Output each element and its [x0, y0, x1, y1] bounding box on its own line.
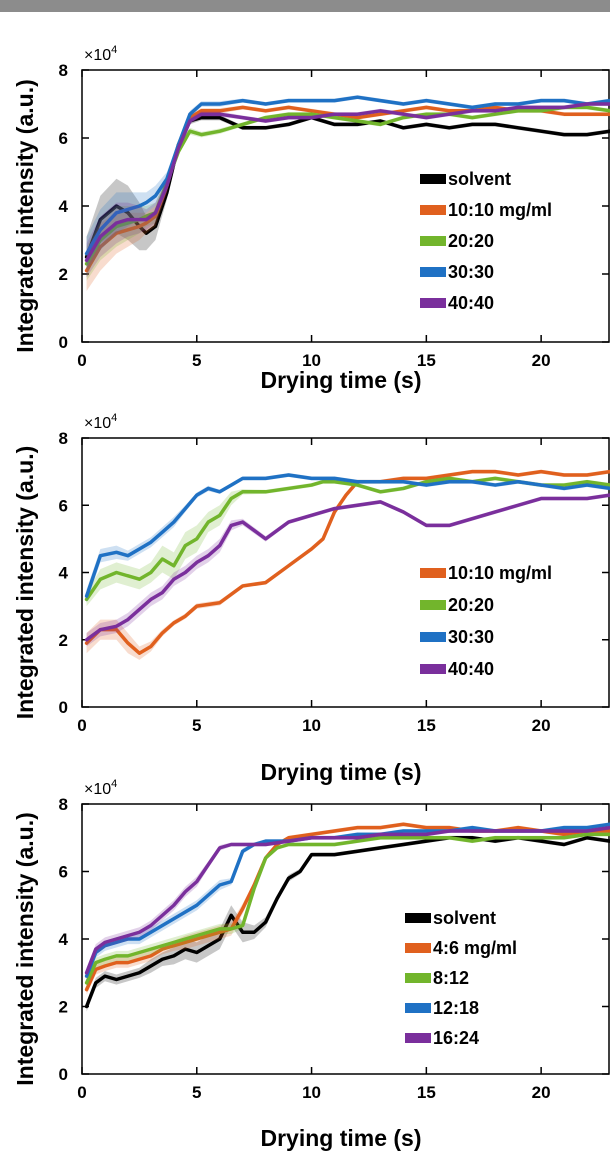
x-axis-label: Drying time (s) — [260, 367, 421, 393]
series-line-4 — [84, 95, 610, 256]
series-line-3 — [84, 105, 610, 266]
y-tick-label: 0 — [59, 333, 68, 352]
y-tick-label: 4 — [59, 930, 69, 949]
x-tick-label: 5 — [192, 351, 201, 370]
y-tick-label: 2 — [59, 998, 68, 1017]
x-tick-label: 20 — [532, 351, 551, 370]
legend-entry-label: 30:30 — [448, 627, 494, 647]
legend-entry-label: 10:10 mg/ml — [448, 563, 552, 583]
y-tick-label: 4 — [59, 197, 69, 216]
x-tick-label: 10 — [302, 716, 321, 735]
legend-entry-label: 4:6 mg/ml — [433, 938, 517, 958]
series-line-1 — [84, 115, 610, 259]
chart-panel-2: 0 5 10 15 20 0 2 4 6 8 ×104 Drying time (s) Integrat… — [12, 412, 610, 785]
x-tick-label: 15 — [417, 1083, 436, 1102]
y-tick-label: 2 — [59, 265, 68, 284]
series-line-3 — [84, 832, 610, 985]
chart-panel-3: 0 5 10 15 20 0 2 4 6 8 ×104 Drying time (s) Integrat… — [12, 778, 610, 1151]
top-border-bar — [0, 0, 610, 12]
x-tick-label: 10 — [302, 351, 321, 370]
legend-swatch — [405, 973, 431, 983]
legend: solvent 10:10 mg/ml 20:20 30:30 40:40 — [420, 169, 552, 313]
legend-entry-label: 40:40 — [448, 659, 494, 679]
legend-entry-label: solvent — [433, 908, 496, 928]
x-tick-label: 0 — [77, 1083, 86, 1102]
y-tick-label: 8 — [59, 61, 68, 80]
x-tick-label: 15 — [417, 716, 436, 735]
legend-swatch — [405, 1003, 431, 1013]
legend-swatch — [420, 632, 446, 642]
x-tick-label: 0 — [77, 716, 86, 735]
legend-entry-label: 12:18 — [433, 998, 479, 1018]
legend-swatch — [420, 568, 446, 578]
legend-swatch — [420, 600, 446, 610]
series-line-5 — [84, 825, 610, 975]
series-line-4 — [84, 493, 610, 642]
y-axis-label: Integrated intensity (a.u.) — [12, 79, 38, 352]
series-group — [84, 469, 610, 660]
series-line-3 — [84, 473, 610, 598]
legend-swatch — [420, 174, 446, 184]
legend-entry-label: 20:20 — [448, 231, 494, 251]
legend-swatch — [405, 913, 431, 923]
legend: solvent 4:6 mg/ml 8:12 12:18 16:24 — [405, 908, 517, 1048]
x-axis-label: Drying time (s) — [260, 759, 421, 785]
y-tick-label: 8 — [59, 795, 68, 814]
y-tick-label: 6 — [59, 129, 68, 148]
y-axis-label: Integrated intensity (a.u.) — [12, 812, 38, 1085]
legend-entry-label: 20:20 — [448, 595, 494, 615]
legend-entry-label: 8:12 — [433, 968, 469, 988]
y-exponent-label: ×104 — [84, 778, 117, 798]
series-group — [84, 822, 610, 1012]
y-tick-label: 0 — [59, 698, 68, 717]
y-tick-label: 8 — [59, 429, 68, 448]
y-exponent-label: ×104 — [84, 412, 117, 432]
series-group — [84, 95, 610, 291]
x-tick-label: 20 — [532, 1083, 551, 1102]
x-tick-label: 5 — [192, 1083, 201, 1102]
series-band-2 — [86, 476, 610, 607]
legend-swatch — [420, 236, 446, 246]
y-axis-label: Integrated intensity (a.u.) — [12, 446, 38, 719]
y-exponent-label: ×104 — [84, 44, 117, 64]
x-tick-label: 15 — [417, 351, 436, 370]
y-tick-label: 2 — [59, 631, 68, 650]
legend-entry-label: solvent — [448, 169, 511, 189]
chart-panel-1: 0 5 10 15 20 0 2 4 6 8 ×104 Drying time (s) Integrat… — [12, 44, 610, 393]
x-tick-label: 5 — [192, 716, 201, 735]
legend-swatch — [420, 298, 446, 308]
series-band-4 — [86, 493, 610, 647]
legend: 10:10 mg/ml 20:20 30:30 40:40 — [420, 563, 552, 679]
legend-entry-label: 40:40 — [448, 293, 494, 313]
y-tick-label: 4 — [59, 564, 69, 583]
legend-swatch — [405, 943, 431, 953]
x-tick-label: 0 — [77, 351, 86, 370]
legend-swatch — [405, 1033, 431, 1043]
y-tick-label: 6 — [59, 863, 68, 882]
legend-entry-label: 30:30 — [448, 262, 494, 282]
series-line-5 — [84, 102, 610, 263]
series-line-1 — [84, 469, 610, 655]
series-line-2 — [84, 476, 610, 602]
legend-swatch — [420, 267, 446, 277]
legend-entry-label: 10:10 mg/ml — [448, 200, 552, 220]
y-tick-label: 0 — [59, 1065, 68, 1084]
x-tick-label: 20 — [532, 716, 551, 735]
legend-entry-label: 16:24 — [433, 1028, 479, 1048]
y-tick-label: 6 — [59, 496, 68, 515]
legend-swatch — [420, 205, 446, 215]
legend-swatch — [420, 664, 446, 674]
x-tick-label: 10 — [302, 1083, 321, 1102]
x-axis-label: Drying time (s) — [260, 1125, 421, 1151]
